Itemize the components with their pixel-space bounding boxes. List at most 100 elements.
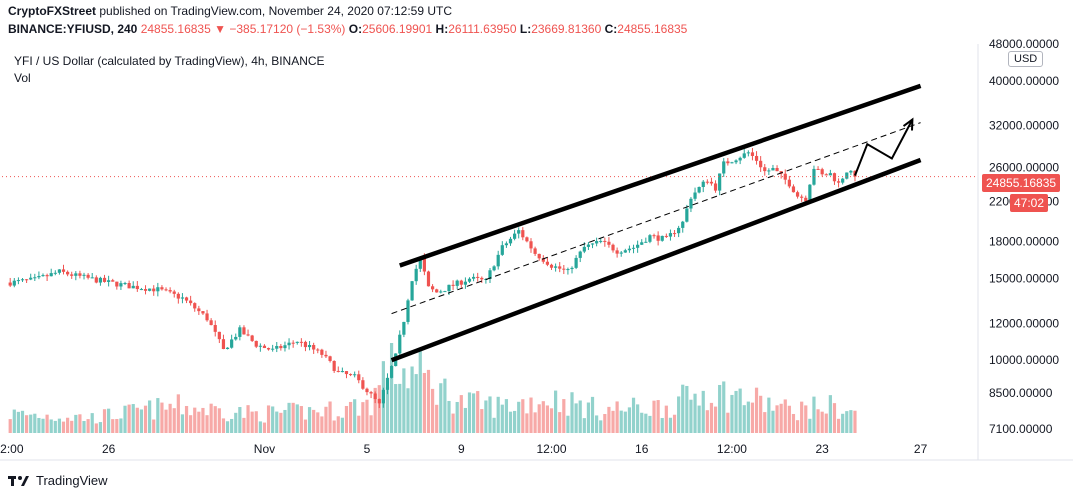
candle-body [435,289,439,293]
volume-bar [570,392,574,433]
volume-bar [336,416,340,433]
volume-bar [8,419,12,433]
volume-bar [513,410,517,433]
candle-body [209,320,213,326]
volume-bar [443,378,447,433]
volume-bar [685,385,689,433]
volume-bar [262,422,267,433]
candle-body [775,167,779,172]
volume-bar [160,402,164,433]
volume-bar [197,411,201,433]
volume-bar [213,406,217,433]
candle-body [722,161,726,174]
volume-bar [603,414,607,433]
candle-body [492,266,496,271]
volume-bar [623,411,627,433]
y-tick-label: 15000.00000 [989,271,1059,285]
candle-body [340,371,344,373]
candle-body [176,293,180,299]
volume-bar [402,368,406,433]
candle-body [406,300,410,322]
last-price: 24855.16835 [140,22,211,36]
volume-bar [615,401,619,433]
candle-body [381,389,385,404]
candle-body [57,269,62,273]
volume-bar [115,418,119,433]
volume-bar [713,406,718,433]
candle-body [541,258,545,262]
volume-bar [307,407,312,433]
volume-bar [582,418,586,433]
candle-body [143,289,148,291]
candle-body [693,192,697,199]
candle-body [816,168,820,170]
volume-bar [476,391,480,433]
candle-body [94,277,98,283]
candle-body [107,280,111,282]
candle-body [254,340,258,347]
volume-bar [451,413,455,433]
candle-body [496,254,500,267]
tradingview-logo-icon [8,475,29,486]
volume-bar [488,396,492,433]
volume-bar [102,409,107,433]
volume-bar [414,374,418,433]
volume-bar [701,390,705,433]
candle-body [607,241,611,245]
candle-body [439,291,443,293]
volume-bar [800,401,804,433]
volume-bar [418,350,422,433]
candle-body [627,248,632,251]
volume-bar [586,402,591,433]
candle-body [795,192,800,197]
volume-bar [266,405,271,433]
volume-bar [156,398,160,433]
candle-body [545,261,550,265]
candle-body [566,269,570,271]
candle-body [681,221,685,228]
candle-body [160,287,164,290]
volume-bar [849,410,853,433]
candle-body [570,267,574,270]
projection-path [854,119,914,176]
volume-bar [377,385,381,433]
volume-bar [389,343,394,433]
volume-bar [828,395,832,433]
candle-body [447,284,451,292]
candle-body [705,181,709,183]
volume-bar [471,393,476,433]
volume-bar [217,408,221,433]
volume-bar [37,417,41,433]
candle-body [529,241,533,249]
candle-body [615,250,619,254]
candle-body [320,349,324,355]
candle-body [640,242,644,245]
candle-body [234,336,238,340]
currency-button[interactable]: USD [1008,51,1044,67]
candle-body [513,233,517,239]
volume-bar [111,419,115,433]
volume-bar [787,405,791,433]
candle-body [599,240,603,242]
candle-body [266,348,271,350]
volume-bar [775,405,779,433]
candle-body [299,341,303,343]
volume-bar [636,404,640,433]
volume-bar [705,410,709,433]
volume-bar [25,415,29,433]
candle-body [238,327,242,337]
candle-body [127,283,131,289]
volume-bar [320,416,324,433]
candle-body [316,349,320,351]
volume-bar [578,400,582,433]
candle-body [443,291,447,293]
candle-body [357,374,361,381]
candle-body [508,238,513,244]
volume-bar [201,407,205,433]
y-tick-label: 7100.00000 [989,422,1053,436]
footer-brand[interactable]: TradingView [8,473,108,488]
volume-bar [29,414,33,433]
x-tick-label: 16 [635,442,649,456]
publisher-name[interactable]: CryptoFXStreet [8,4,97,18]
